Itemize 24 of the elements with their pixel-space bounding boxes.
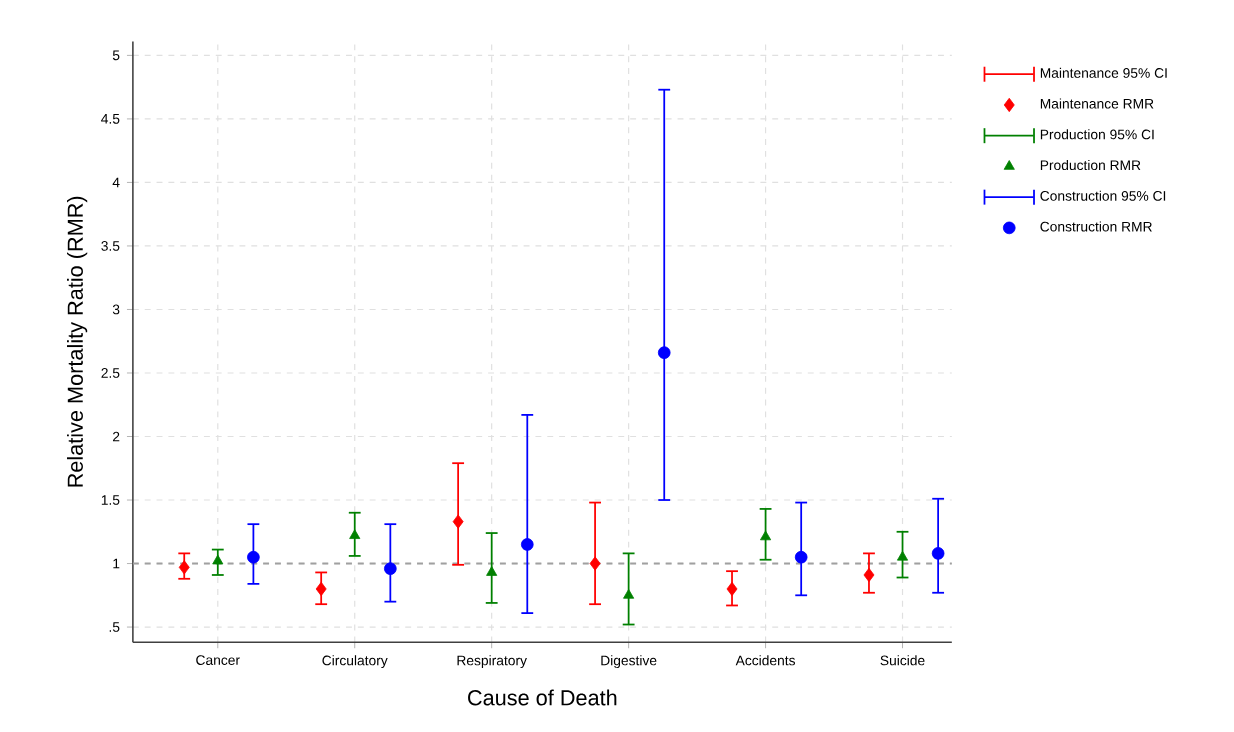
legend-label: Construction RMR [1040, 221, 1152, 232]
y-tick-label: 2.5 [101, 368, 120, 378]
text: Maintenance 95% CI [1040, 67, 1167, 78]
y-tick-label: 3.5 [101, 241, 120, 251]
y-tick-label: 2 [112, 431, 120, 442]
legend-label: Production RMR [1040, 159, 1141, 171]
y-axis-title: Relative Mortality Ratio (RMR) [67, 196, 88, 487]
x-tick-label: Cancer [196, 655, 240, 665]
y-tick-label: 5 [112, 50, 120, 61]
text: Production 95% CI [1040, 129, 1154, 140]
y-tick-label: 1 [113, 558, 120, 569]
y-tick-label: 4 [112, 177, 120, 188]
x-tick-label: Circulatory [322, 655, 388, 669]
y-tick-label: 3 [112, 304, 120, 315]
x-tick-label: Respiratory [457, 655, 527, 669]
x-tick-label: Digestive [601, 655, 657, 669]
x-tick-label: Suicide [880, 655, 925, 666]
legend-label: Maintenance RMR [1040, 98, 1154, 109]
y-tick-label: 4.5 [101, 114, 120, 124]
x-tick-label: Accidents [735, 655, 796, 666]
x-axis-title: Cause of Death [468, 689, 617, 706]
y-tick-label: .5 [109, 622, 120, 632]
text: Construction 95% CI [1040, 190, 1166, 201]
y-tick-label: 1.5 [101, 495, 120, 505]
